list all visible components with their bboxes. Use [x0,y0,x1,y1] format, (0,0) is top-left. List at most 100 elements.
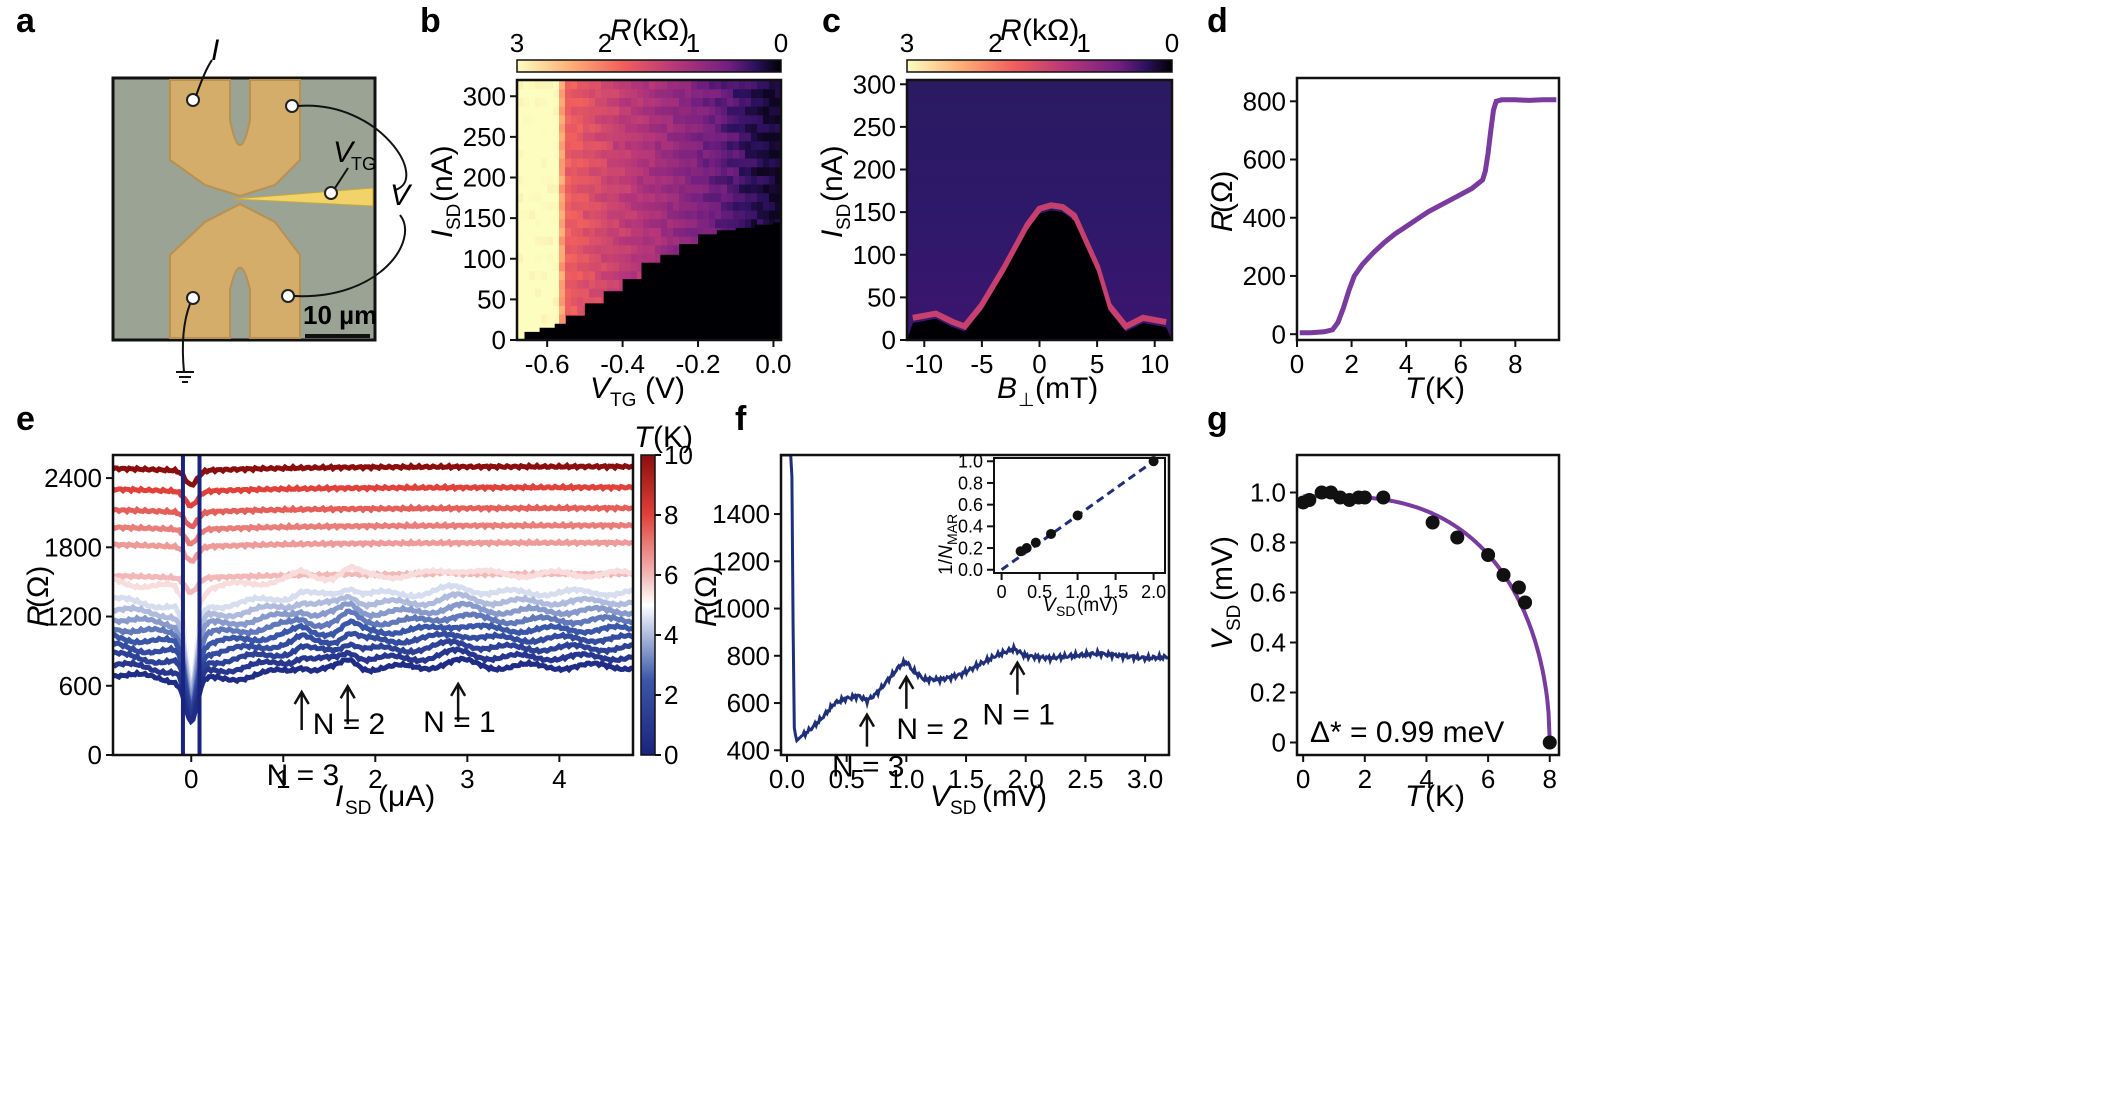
heatmap-cell [709,218,716,228]
heatmap-cell [763,175,770,185]
heatmap-cell [655,253,662,263]
heatmap-cell [565,227,572,237]
heatmap-cell [529,218,536,228]
heatmap-cell [739,192,746,202]
heatmap-cell [649,149,656,159]
c-xlabel: B [997,372,1017,405]
heatmap-cell [553,262,560,272]
y-tick-label: 150 [463,203,506,233]
heatmap-cell [601,158,608,168]
heatmap-cell [643,201,650,211]
heatmap-cell [565,262,572,272]
panel-letter-f: f [735,400,747,438]
heatmap-cell [589,270,596,280]
heatmap-cell [535,262,542,272]
heatmap-cell [631,227,638,237]
e-annotation-arrowhead [293,689,310,705]
heatmap-cell [619,262,626,272]
heatmap-cell [607,236,614,246]
heatmap-cell [613,218,620,228]
heatmap-cell [679,97,686,107]
heatmap-cell [679,175,686,185]
heatmap-cell [595,288,602,298]
heatmap-cell [607,149,614,159]
heatmap-cell [679,227,686,237]
heatmap-cell [643,210,650,220]
heatmap-cell [577,296,584,306]
heatmap-cell [679,149,686,159]
x-tick-label: 1 [276,764,290,794]
heatmap-cell [601,201,608,211]
heatmap-cell [685,192,692,202]
heatmap-cell [649,106,656,116]
heatmap-cell [733,184,740,194]
heatmap-cell [535,88,542,98]
heatmap-cell [601,175,608,185]
heatmap-cell [619,192,626,202]
heatmap-cell [751,80,758,90]
x-tick-label: 0.5 [1027,582,1052,602]
panel-letter-a: a [16,2,36,40]
heatmap-cell [673,218,680,228]
heatmap-cell [721,149,728,159]
heatmap-cell [691,140,698,150]
heatmap-cell [523,184,530,194]
x-tick-label: 1.5 [1103,582,1128,602]
colorbar-c-unit: (kΩ) [1022,14,1079,47]
heatmap-cell [661,227,668,237]
heatmap-cell [637,175,644,185]
heatmap-cell [757,166,764,176]
heatmap-cell [649,97,656,107]
heatmap-cell [697,88,704,98]
heatmap-cell [661,236,668,246]
heatmap-cell [547,123,554,133]
heatmap-cell [535,114,542,124]
inset-xlabel-unit: (mV) [1077,595,1118,616]
heatmap-cell [757,149,764,159]
heatmap-cell [685,175,692,185]
heatmap-cell [715,114,722,124]
heatmap-cell [625,175,632,185]
heatmap-cell [739,106,746,116]
heatmap-cell [733,166,740,176]
heatmap-cell [721,210,728,220]
y-tick-label: 1000 [712,594,770,624]
heatmap-cell [697,210,704,220]
heatmap-cell [661,175,668,185]
heatmap-cell [547,97,554,107]
heatmap-cell [727,140,734,150]
heatmap-cell [715,201,722,211]
heatmap-cell [655,114,662,124]
heatmap-cell [607,210,614,220]
heatmap-cell [529,270,536,280]
heatmap-cell [523,305,530,315]
heatmap-cell [583,296,590,306]
heatmap-cell [637,244,644,254]
heatmap-cell [745,97,752,107]
g-ylabel-sub: SD [1224,605,1245,631]
heatmap-cell [745,218,752,228]
heatmap-cell [541,201,548,211]
heatmap-cell [649,253,656,263]
heatmap-cell [697,149,704,159]
heatmap-cell [751,97,758,107]
heatmap-cell [739,218,746,228]
heatmap-cell [535,314,542,324]
heatmap-cell [553,236,560,246]
heatmap-cell [649,227,656,237]
heatmap-cell [559,236,566,246]
heatmap-cell [625,227,632,237]
heatmap-cell [703,175,710,185]
heatmap-cell [709,132,716,142]
heatmap-cell [619,175,626,185]
heatmap-cell [667,227,674,237]
heatmap-cell [655,201,662,211]
heatmap-cell [691,114,698,124]
heatmap-cell [655,210,662,220]
heatmap-cell [739,166,746,176]
heatmap-cell [565,88,572,98]
heatmap-cell [541,175,548,185]
e-xlabel-unit: (μA) [378,780,435,813]
heatmap-cell [607,123,614,133]
label-I: I [211,34,219,67]
